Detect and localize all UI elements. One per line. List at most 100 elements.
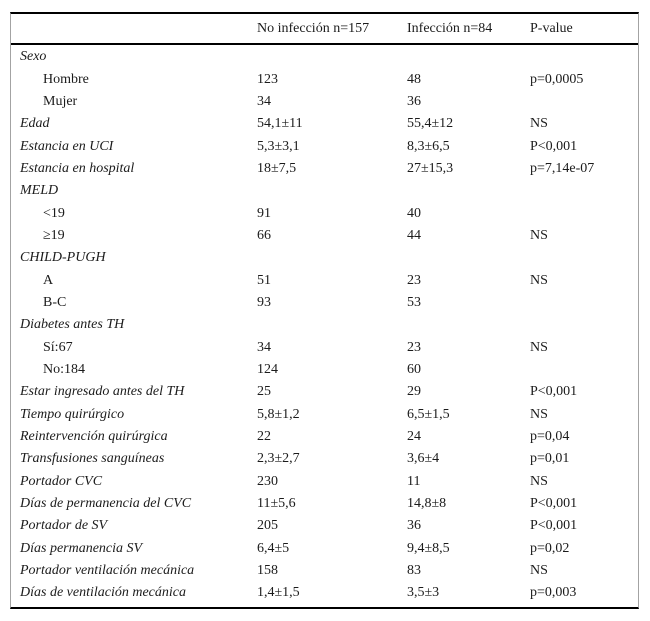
cell-no-infeccion: 123 — [257, 71, 278, 87]
cell-no-infeccion: 11±5,6 — [257, 496, 296, 512]
cell-no-infeccion: 5,8±1,2 — [257, 406, 300, 422]
cell-no-infeccion: 205 — [257, 518, 278, 534]
table-row: ≥19 66 44 NS — [11, 225, 638, 247]
cell-infeccion: 27±15,3 — [407, 160, 454, 176]
cell-no-infeccion: 230 — [257, 473, 278, 489]
cell-no-infeccion: 93 — [257, 294, 271, 310]
row-label: Estar ingresado antes del TH — [20, 384, 185, 400]
column-header-infection: Infección n=84 — [407, 20, 493, 36]
cell-no-infeccion: 6,4±5 — [257, 540, 290, 556]
cell-infeccion: 8,3±6,5 — [407, 138, 450, 154]
row-label: Estancia en UCI — [20, 138, 114, 154]
table-row: Días de permanencia del CVC 11±5,6 14,8±8 P… — [11, 493, 638, 515]
row-label: Estancia en hospital — [20, 160, 135, 176]
cell-p-value: P<0,001 — [530, 138, 578, 154]
cell-infeccion: 3,5±3 — [407, 585, 440, 601]
cell-p-value: P<0,001 — [530, 496, 578, 512]
cell-p-value: NS — [530, 563, 548, 579]
cell-p-value: NS — [530, 473, 548, 489]
cell-no-infeccion: 91 — [257, 205, 271, 221]
row-label: B-C — [43, 294, 67, 310]
statistics-table: No infección n=157 Infección n=84 P-valu… — [10, 12, 639, 609]
row-label: Edad — [20, 116, 50, 132]
cell-infeccion: 11 — [407, 473, 421, 489]
table-row: Portador ventilación mecánica 158 83 NS — [11, 560, 638, 582]
table-row: Sexo — [11, 46, 638, 68]
table-row: Transfusiones sanguíneas 2,3±2,7 3,6±4 p=0,… — [11, 448, 638, 470]
row-label: ≥19 — [43, 227, 65, 243]
row-label: Transfusiones sanguíneas — [20, 451, 165, 467]
table-row: Hombre 123 48 p=0,0005 — [11, 68, 638, 90]
table-row: Sí:67 34 23 NS — [11, 336, 638, 358]
row-label: Mujer — [43, 93, 78, 109]
row-label: Sexo — [20, 49, 47, 65]
table-row: MELD — [11, 180, 638, 202]
cell-no-infeccion: 158 — [257, 563, 278, 579]
table-row: Tiempo quirúrgico 5,8±1,2 6,5±1,5 NS — [11, 404, 638, 426]
table-row: Estancia en hospital 18±7,5 27±15,3 p=7,14e… — [11, 158, 638, 180]
table-row: Portador de SV 205 36 P<0,001 — [11, 515, 638, 537]
cell-p-value: p=0,0005 — [530, 71, 584, 87]
table-row: No:184 124 60 — [11, 359, 638, 381]
cell-infeccion: 6,5±1,5 — [407, 406, 450, 422]
table-row: Portador CVC 230 11 NS — [11, 471, 638, 493]
table-row: Días de ventilación mecánica 1,4±1,5 3,5±3… — [11, 582, 638, 604]
cell-p-value: P<0,001 — [530, 518, 578, 534]
row-label: Diabetes antes TH — [20, 317, 125, 333]
cell-no-infeccion: 25 — [257, 384, 271, 400]
column-header-no-infection: No infección n=157 — [257, 20, 370, 36]
cell-infeccion: 36 — [407, 518, 421, 534]
cell-no-infeccion: 18±7,5 — [257, 160, 297, 176]
table-row: Edad 54,1±11 55,4±12 NS — [11, 113, 638, 135]
cell-p-value: p=0,02 — [530, 540, 570, 556]
table-row: Estancia en UCI 5,3±3,1 8,3±6,5 P<0,001 — [11, 135, 638, 157]
cell-infeccion: 60 — [407, 361, 421, 377]
row-label: CHILD-PUGH — [20, 250, 106, 266]
cell-infeccion: 40 — [407, 205, 421, 221]
table-row: Mujer 34 36 — [11, 91, 638, 113]
row-label: Reintervención quirúrgica — [20, 429, 168, 445]
column-header-p-value: P-value — [530, 20, 573, 36]
cell-no-infeccion: 5,3±3,1 — [257, 138, 300, 154]
cell-infeccion: 48 — [407, 71, 421, 87]
cell-p-value: p=0,01 — [530, 451, 570, 467]
cell-infeccion: 36 — [407, 93, 421, 109]
row-label: <19 — [43, 205, 65, 221]
cell-no-infeccion: 66 — [257, 227, 271, 243]
cell-infeccion: 3,6±4 — [407, 451, 440, 467]
row-label: Sí:67 — [43, 339, 73, 355]
cell-p-value: NS — [530, 116, 548, 132]
cell-p-value: NS — [530, 406, 548, 422]
cell-p-value: P<0,001 — [530, 384, 578, 400]
table-row: A 51 23 NS — [11, 269, 638, 291]
table-row: <19 91 40 — [11, 202, 638, 224]
cell-infeccion: 24 — [407, 429, 421, 445]
row-label: A — [43, 272, 54, 288]
table-row: B-C 93 53 — [11, 292, 638, 314]
cell-p-value: NS — [530, 339, 548, 355]
cell-no-infeccion: 34 — [257, 339, 271, 355]
table-row: CHILD-PUGH — [11, 247, 638, 269]
cell-no-infeccion: 2,3±2,7 — [257, 451, 300, 467]
table-header-row: No infección n=157 Infección n=84 P-valu… — [11, 14, 638, 45]
cell-p-value: NS — [530, 272, 548, 288]
cell-no-infeccion: 34 — [257, 93, 271, 109]
cell-no-infeccion: 51 — [257, 272, 271, 288]
cell-infeccion: 23 — [407, 272, 421, 288]
row-label: Portador ventilación mecánica — [20, 563, 195, 579]
cell-infeccion: 44 — [407, 227, 421, 243]
row-label: Portador CVC — [20, 473, 103, 489]
table-row: Reintervención quirúrgica 22 24 p=0,04 — [11, 426, 638, 448]
table-row: Días permanencia SV 6,4±5 9,4±8,5 p=0,02 — [11, 538, 638, 560]
cell-infeccion: 29 — [407, 384, 421, 400]
cell-no-infeccion: 54,1±11 — [257, 116, 303, 132]
cell-infeccion: 14,8±8 — [407, 496, 447, 512]
cell-p-value: p=7,14e-07 — [530, 160, 595, 176]
cell-p-value: p=0,003 — [530, 585, 577, 601]
cell-infeccion: 23 — [407, 339, 421, 355]
table-row: Diabetes antes TH — [11, 314, 638, 336]
cell-infeccion: 83 — [407, 563, 421, 579]
cell-p-value: NS — [530, 227, 548, 243]
cell-p-value: p=0,04 — [530, 429, 570, 445]
row-label: MELD — [20, 183, 59, 199]
